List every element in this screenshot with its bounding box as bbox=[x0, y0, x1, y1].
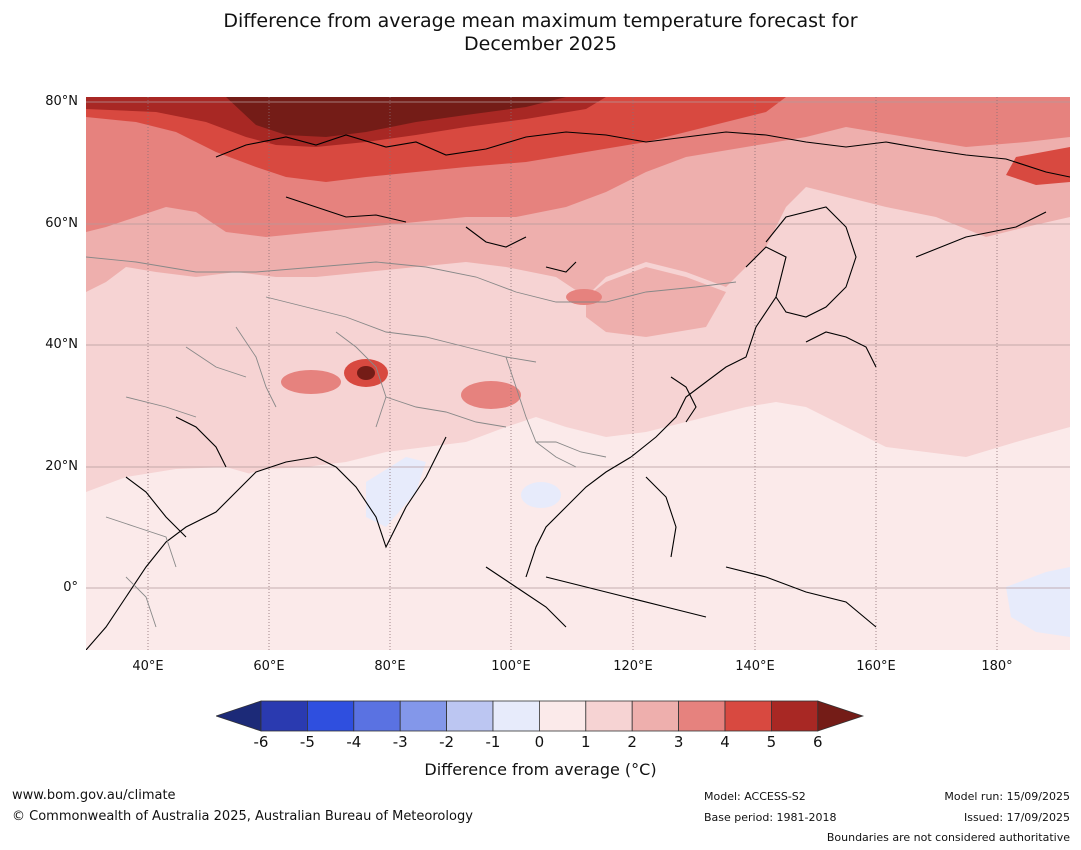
title-line-1: Difference from average mean maximum tem… bbox=[223, 10, 858, 32]
boundaries-disclaimer: Boundaries are not considered authoritat… bbox=[826, 831, 1070, 844]
colorbar-swatch bbox=[260, 700, 308, 732]
warm-spot-afghanistan bbox=[281, 370, 341, 394]
anomaly-4-5-chukotka bbox=[1006, 147, 1070, 185]
issued-date: Issued: 17/09/2025 bbox=[963, 811, 1070, 824]
cool-spot-pacific bbox=[1006, 567, 1070, 637]
colorbar-tick-label: -3 bbox=[392, 733, 408, 751]
graticule-longitudes bbox=[147, 97, 998, 650]
colorbar-tick-label: -4 bbox=[346, 733, 362, 751]
copyright-notice: © Commonwealth of Australia 2025, Austra… bbox=[12, 809, 473, 824]
colorbar-tick-label: -6 bbox=[253, 733, 269, 751]
lon-label-140e: 140°E bbox=[735, 659, 775, 674]
map-svg bbox=[86, 97, 1070, 650]
anomaly-above-6-region bbox=[226, 97, 566, 137]
anomaly-0-1-southeast-asia bbox=[386, 427, 1070, 650]
colorbar-swatch bbox=[585, 700, 633, 732]
colorbar-label: Difference from average (°C) bbox=[424, 760, 657, 779]
colorbar-swatch bbox=[678, 700, 726, 732]
colorbar-tick-label: -5 bbox=[299, 733, 315, 751]
colorbar-swatch bbox=[307, 700, 355, 732]
warm-spot-mongolia bbox=[566, 289, 602, 305]
lat-label-80n: 80°N bbox=[45, 94, 78, 109]
colorbar-arrow-above bbox=[817, 700, 865, 732]
warm-spot-tibet bbox=[461, 381, 521, 409]
base-period: Base period: 1981-2018 bbox=[704, 811, 837, 824]
lon-label-120e: 120°E bbox=[613, 659, 653, 674]
colorbar-swatch bbox=[724, 700, 772, 732]
model-run-date: Model run: 15/09/2025 bbox=[944, 790, 1070, 803]
colorbar-tick-label: 5 bbox=[766, 733, 777, 751]
lon-label-180: 180° bbox=[981, 659, 1013, 674]
anomaly-2-3-central-asia bbox=[586, 267, 726, 337]
colorbar-tick-label: -1 bbox=[485, 733, 501, 751]
lat-label-20n: 20°N bbox=[45, 459, 78, 474]
colorbar-swatch bbox=[399, 700, 447, 732]
colorbar-tick-label: 4 bbox=[720, 733, 730, 751]
colorbar-swatch bbox=[631, 700, 680, 732]
map-title: Difference from average mean maximum tem… bbox=[0, 10, 1081, 56]
lon-label-160e: 160°E bbox=[856, 659, 896, 674]
warm-spot-karakoram-core bbox=[357, 366, 375, 380]
colorbar-swatch bbox=[446, 700, 494, 732]
colorbar-tick-label: 1 bbox=[581, 733, 591, 751]
lat-label-60n: 60°N bbox=[45, 216, 78, 231]
lat-label-0: 0° bbox=[63, 580, 78, 595]
colorbar-swatch bbox=[771, 700, 819, 732]
colorbar-arrow-below bbox=[216, 700, 262, 732]
colorbar-tick-label: 6 bbox=[813, 733, 823, 751]
title-line-2: December 2025 bbox=[464, 33, 617, 55]
colorbar-tick-label: -2 bbox=[439, 733, 455, 751]
forecast-map bbox=[86, 97, 1070, 650]
lon-label-40e: 40°E bbox=[132, 659, 164, 674]
cool-spot-bay-of-bengal bbox=[366, 457, 426, 527]
colorbar-swatch bbox=[492, 700, 540, 732]
country-borders bbox=[86, 256, 737, 628]
colorbar-tick-label: 2 bbox=[627, 733, 637, 751]
lat-label-40n: 40°N bbox=[45, 337, 78, 352]
colorbar bbox=[216, 700, 865, 732]
website-link[interactable]: www.bom.gov.au/climate bbox=[12, 788, 176, 803]
lon-label-80e: 80°E bbox=[374, 659, 406, 674]
cool-spot-indochina bbox=[521, 482, 561, 508]
lon-label-100e: 100°E bbox=[491, 659, 531, 674]
anomaly-0-1-arabia bbox=[86, 467, 286, 597]
colorbar-swatch bbox=[538, 700, 587, 732]
model-name: Model: ACCESS-S2 bbox=[704, 790, 806, 803]
graticule-latitudes bbox=[86, 101, 1070, 589]
colorbar-swatch bbox=[353, 700, 401, 732]
colorbar-tick-label: 3 bbox=[673, 733, 684, 751]
coastlines bbox=[86, 131, 1070, 650]
colorbar-tick-label: 0 bbox=[534, 733, 545, 751]
lon-label-60e: 60°E bbox=[253, 659, 285, 674]
